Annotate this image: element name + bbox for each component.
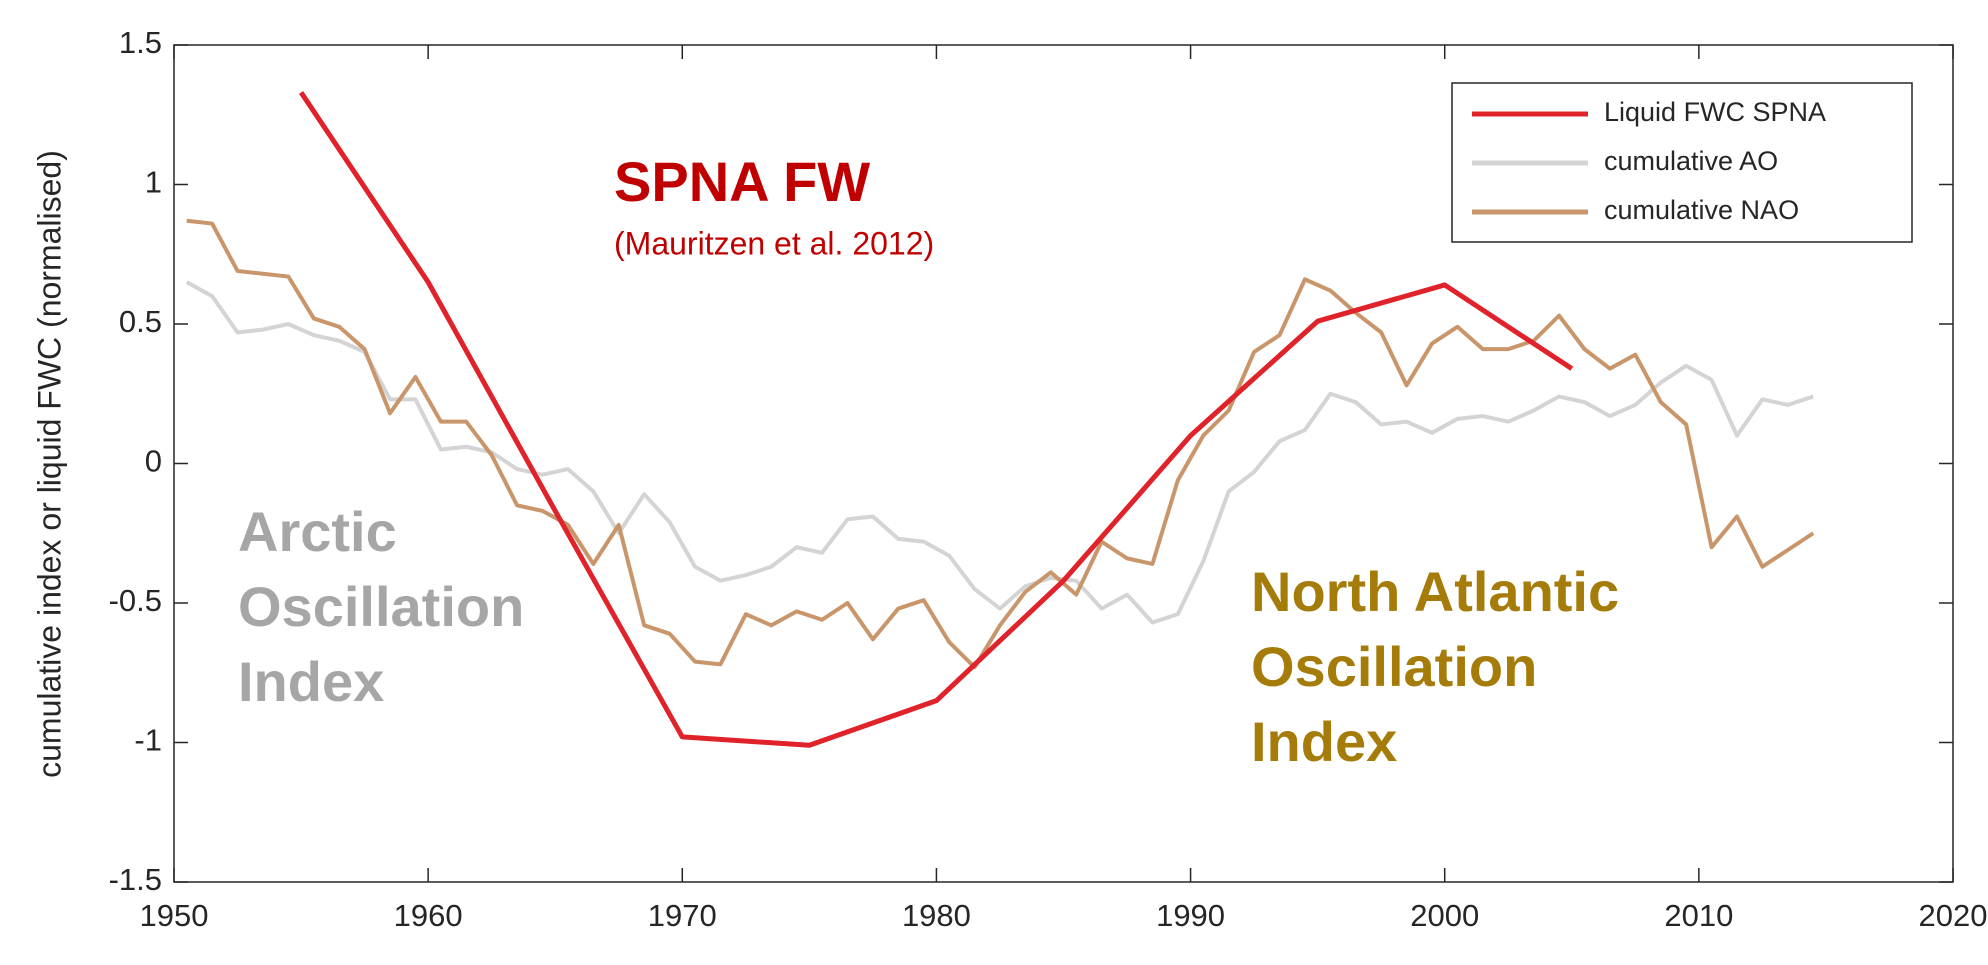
legend-label: Liquid FWC SPNA <box>1604 97 1826 127</box>
annotation: Index <box>1251 710 1397 773</box>
x-tick-label: 2000 <box>1410 898 1479 933</box>
x-tick-label: 1970 <box>648 898 717 933</box>
x-tick-label: 1980 <box>902 898 971 933</box>
series-line <box>186 218 1815 670</box>
annotation: Arctic <box>238 500 397 563</box>
y-tick-label: 0.5 <box>119 304 162 339</box>
annotation: North Atlantic <box>1251 560 1619 623</box>
x-tick-label: 1960 <box>394 898 463 933</box>
y-tick-label: -1.5 <box>109 862 162 897</box>
annotation: Index <box>238 650 384 713</box>
series-line <box>185 280 1814 625</box>
legend-label: cumulative AO <box>1604 146 1778 176</box>
legend-label: cumulative NAO <box>1604 195 1799 225</box>
annotation: Oscillation <box>238 575 524 638</box>
y-tick-label: 1.5 <box>119 25 162 60</box>
y-tick-label: 1 <box>145 165 162 200</box>
annotation: SPNA FW <box>614 150 870 213</box>
series-line <box>298 91 1574 748</box>
x-tick-label: 2010 <box>1664 898 1733 933</box>
x-tick-label: 2020 <box>1919 898 1988 933</box>
y-tick-label: -1 <box>134 723 162 758</box>
y-tick-label: 0 <box>145 444 162 479</box>
annotation: Oscillation <box>1251 635 1537 698</box>
annotation: (Mauritzen et al. 2012) <box>614 225 934 261</box>
x-tick-label: 1950 <box>140 898 209 933</box>
y-axis-label: cumulative index or liquid FWC (normalis… <box>31 150 67 778</box>
y-tick-label: -0.5 <box>109 583 162 618</box>
x-tick-label: 1990 <box>1156 898 1225 933</box>
